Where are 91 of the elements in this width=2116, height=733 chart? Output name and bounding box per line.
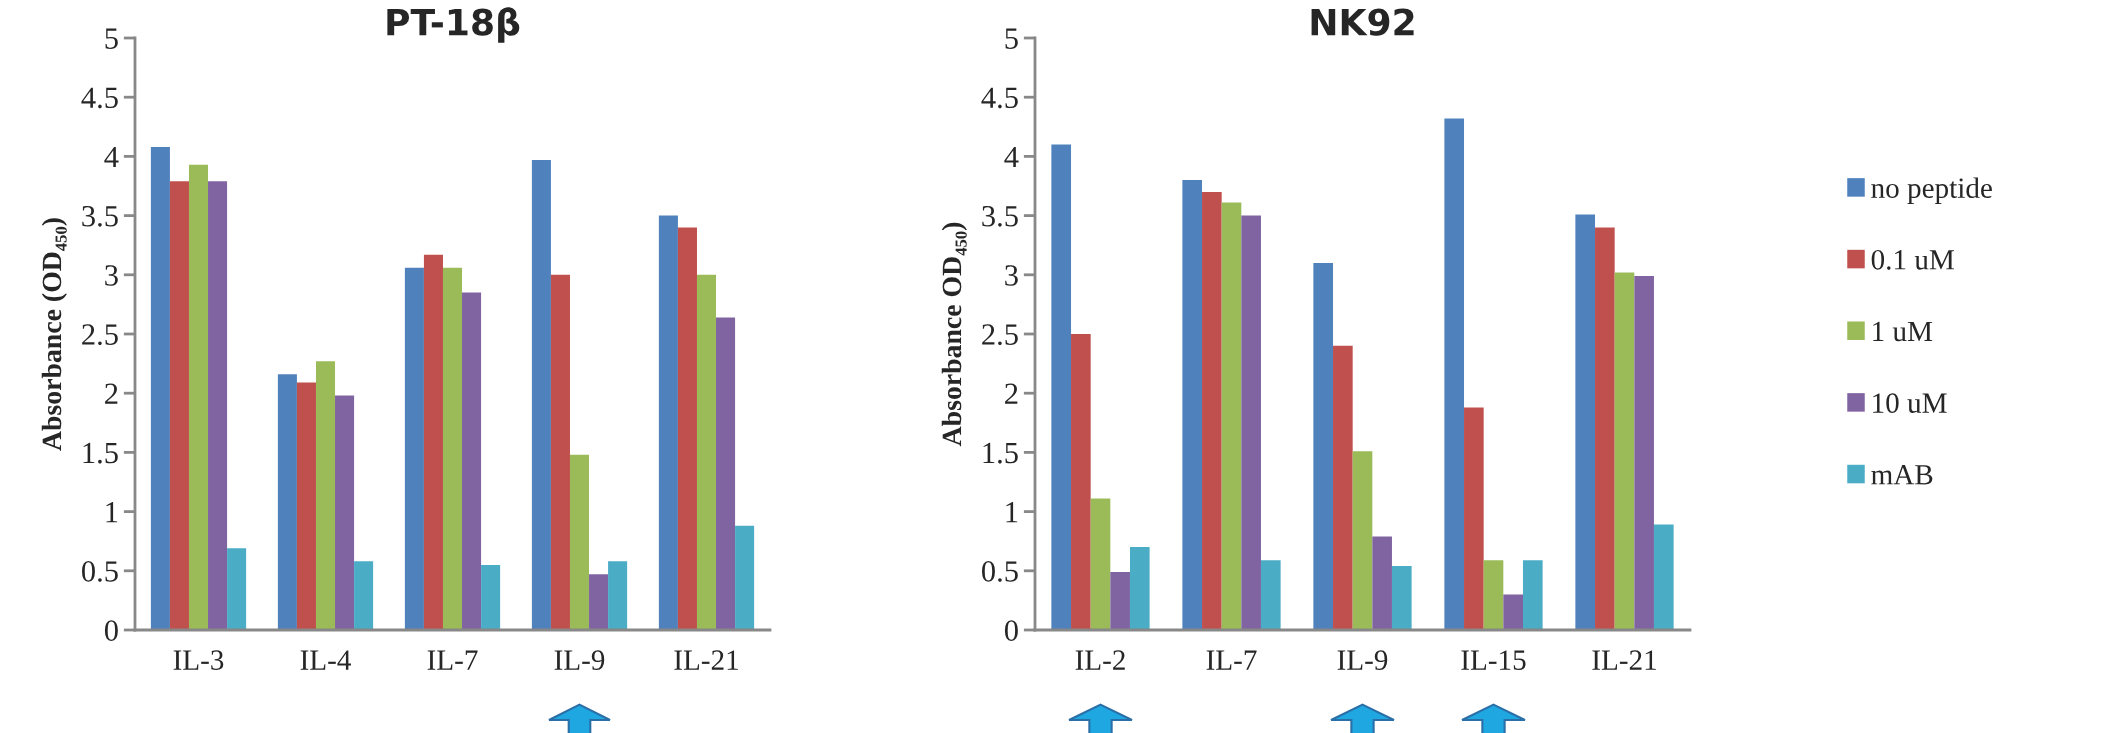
bar	[1634, 275, 1654, 630]
bar	[150, 146, 170, 630]
bar	[1260, 560, 1281, 630]
bar	[1483, 560, 1504, 630]
bar	[1051, 144, 1072, 630]
y-axis-title: Absorbance OD₄₅₀)	[941, 222, 967, 447]
y-tick-label: 4	[1004, 146, 1019, 167]
bar	[569, 454, 590, 630]
bar	[1352, 451, 1373, 630]
y-tick-label: 1.5	[983, 442, 1018, 464]
bar	[423, 254, 443, 630]
y-tick-label: 2.5	[82, 324, 118, 346]
bar	[658, 215, 678, 630]
bar	[1503, 594, 1523, 630]
bar	[608, 561, 628, 630]
bar	[1221, 202, 1242, 630]
bar	[531, 159, 551, 630]
bar	[354, 561, 374, 630]
y-tick-label: 0	[104, 620, 118, 641]
bar	[277, 374, 297, 630]
bar	[1444, 118, 1465, 630]
legend-label: mAB	[1871, 465, 1933, 485]
x-tick-label: IL-7	[427, 650, 478, 670]
bar	[1464, 407, 1484, 630]
bar	[1241, 215, 1261, 630]
bar	[1595, 227, 1615, 630]
bar	[1090, 498, 1111, 630]
x-tick-label: IL-15	[1461, 650, 1526, 670]
bar	[1653, 524, 1674, 630]
y-tick-label: 2	[1005, 383, 1018, 404]
bar	[188, 164, 209, 630]
legend-label: 1 uM	[1873, 321, 1933, 342]
legend-label: no peptide	[1871, 177, 1992, 204]
bar	[1129, 547, 1150, 630]
y-tick-label: 5	[105, 28, 118, 49]
bar	[404, 267, 424, 630]
bar	[296, 382, 316, 630]
bar	[227, 548, 247, 630]
bar	[169, 181, 189, 630]
y-tick-label: 0.5	[982, 561, 1018, 582]
bar	[1313, 262, 1334, 630]
bar	[1372, 536, 1392, 630]
x-tick-label: IL-3	[173, 650, 224, 670]
y-tick-label: 1.5	[83, 442, 118, 464]
y-tick-label: 3	[105, 265, 118, 286]
bar	[589, 574, 609, 630]
y-tick-label: 4.5	[81, 87, 118, 109]
bar	[481, 564, 501, 630]
bar	[1333, 345, 1353, 630]
chart-title: PT-18β	[387, 7, 520, 43]
bar	[550, 274, 570, 630]
x-tick-label: IL-2	[1075, 650, 1125, 670]
y-tick-label: 4	[104, 146, 119, 167]
bar	[716, 317, 736, 630]
y-tick-label: 1	[1006, 502, 1018, 523]
y-tick-label: 3.5	[982, 205, 1018, 227]
y-tick-label: 1	[106, 502, 118, 523]
y-tick-label: 3	[1005, 265, 1018, 286]
x-tick-label: IL-21	[1592, 650, 1656, 670]
bar	[208, 181, 228, 630]
y-tick-label: 3.5	[82, 205, 118, 227]
bar	[1071, 334, 1091, 630]
y-axis-title: Absorbance (OD₄₅₀)	[41, 218, 67, 451]
bar	[442, 267, 463, 630]
x-tick-label: IL-21	[674, 650, 738, 670]
legend-label: 10 uM	[1873, 393, 1947, 413]
bar	[462, 292, 482, 630]
bar	[315, 361, 336, 630]
bar	[1202, 191, 1222, 630]
y-tick-label: 4.5	[981, 87, 1018, 109]
y-tick-label: 0.5	[82, 561, 118, 582]
x-tick-label: IL-9	[554, 650, 605, 670]
bar	[1391, 566, 1412, 630]
bar	[1182, 180, 1203, 630]
bar	[677, 227, 697, 630]
bar	[735, 525, 755, 630]
x-tick-label: IL-7	[1206, 650, 1257, 670]
bar	[1614, 272, 1635, 630]
bar	[1110, 571, 1130, 630]
bar	[1575, 214, 1596, 630]
x-tick-label: IL-9	[1337, 650, 1388, 670]
x-tick-label: IL-4	[300, 650, 351, 670]
bar	[335, 395, 355, 630]
y-tick-label: 5	[1005, 28, 1018, 49]
y-tick-label: 0	[1004, 620, 1018, 641]
chart-title: NK92	[1311, 8, 1414, 36]
y-tick-label: 2.5	[982, 324, 1018, 346]
bar	[1522, 560, 1543, 630]
bar	[696, 274, 717, 630]
legend-label: 0.1 uM	[1871, 249, 1954, 270]
y-tick-label: 2	[105, 383, 118, 404]
